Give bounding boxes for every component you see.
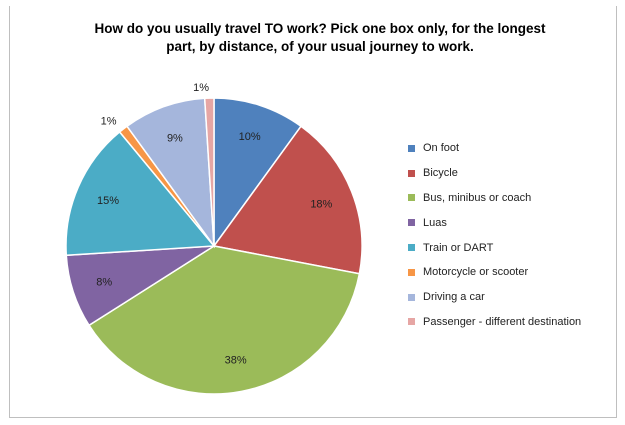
legend-label: On foot (423, 142, 460, 155)
pie-slice-passenger-different-destination (203, 97, 215, 247)
legend-label: Motorcycle or scooter (423, 266, 529, 279)
data-label-luas: 8% (96, 277, 112, 289)
legend-item-on-foot: On foot (408, 136, 581, 161)
chart-frame (9, 6, 617, 418)
data-label-passenger-different-destination: 1% (193, 82, 209, 94)
legend-item-luas: Luas (408, 210, 581, 235)
chart-legend: On foot Bicycle Bus, minibus or coach Luas T… (408, 136, 581, 334)
legend-item-driving-a-car: Driving a car (408, 285, 581, 310)
data-label-bus-minibus-or-coach: 38% (225, 354, 247, 366)
legend-label: Bus, minibus or coach (423, 191, 532, 204)
legend-label: Passenger - different destination (423, 315, 582, 328)
legend-label: Luas (423, 216, 447, 229)
chart-title-line-1: How do you usually travel TO work? Pick … (94, 21, 546, 36)
legend-swatch (408, 144, 415, 152)
pie-slice-train-or-dart (65, 130, 216, 257)
legend-item-passenger-different-destination: Passenger - different destination (408, 310, 581, 335)
legend-item-bicycle: Bicycle (408, 161, 581, 186)
legend-swatch (408, 219, 415, 227)
data-label-train-or-dart: 15% (97, 195, 119, 207)
chart-title-line-2: part, by distance, of your usual journey… (166, 39, 474, 54)
pie-slice-driving-a-car (125, 97, 215, 249)
data-label-motorcycle-or-scooter: 1% (101, 115, 117, 127)
chart-title: How do you usually travel TO work? Pick … (60, 20, 580, 56)
data-label-on-foot: 10% (239, 131, 261, 143)
legend-swatch (408, 293, 415, 301)
legend-swatch (408, 268, 415, 276)
pie-slice-bicycle (212, 125, 363, 275)
data-label-bicycle: 18% (310, 199, 332, 211)
legend-swatch (408, 244, 415, 252)
pie-slice-on-foot (213, 97, 303, 249)
data-label-driving-a-car: 9% (167, 132, 183, 144)
legend-label: Driving a car (423, 291, 485, 304)
legend-item-motorcycle-or-scooter: Motorcycle or scooter (408, 260, 581, 285)
legend-swatch (408, 318, 415, 326)
legend-item-train-or-dart: Train or DART (408, 235, 581, 260)
legend-label: Bicycle (423, 167, 458, 180)
legend-item-bus-minibus-or-coach: Bus, minibus or coach (408, 186, 581, 211)
legend-swatch (408, 169, 415, 177)
legend-swatch (408, 194, 415, 202)
legend-label: Train or DART (423, 241, 494, 254)
